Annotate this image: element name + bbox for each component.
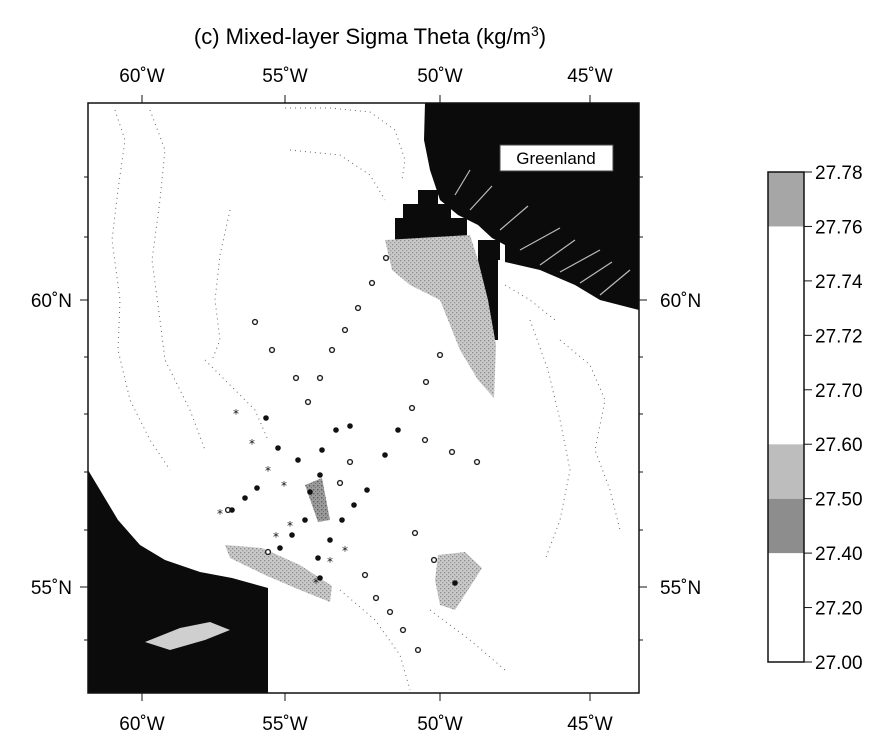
lon-label-top-0: 60˚W <box>119 66 164 87</box>
svg-text:*: * <box>233 407 239 421</box>
station-filled-dots <box>229 415 458 586</box>
colorbar-bin <box>768 280 804 336</box>
bottom-ticks <box>141 693 591 701</box>
colorbar-bin <box>768 498 804 554</box>
svg-text:*: * <box>313 576 319 590</box>
colorbar-label: 27.20 <box>815 599 863 620</box>
lon-label-bottom-0: 60˚W <box>119 714 164 735</box>
svg-text:*: * <box>249 437 255 451</box>
map-panel: * * * * * * * * * * Greenland <box>31 66 701 735</box>
top-ticks <box>141 95 591 103</box>
colorbar-frame <box>767 171 805 663</box>
svg-text:*: * <box>281 479 287 493</box>
map-frame <box>87 102 640 694</box>
shelf-stipple-south <box>435 552 482 610</box>
lon-label-bottom-3: 45˚W <box>567 714 612 735</box>
labrador-land <box>88 470 268 693</box>
colorbar-label: 27.00 <box>815 653 863 674</box>
lon-label-top-3: 45˚W <box>567 66 612 87</box>
shelf-stipple-greenland <box>385 235 496 398</box>
colorbar-bin <box>768 444 804 499</box>
colorbar-label: 27.40 <box>815 544 863 565</box>
shelf-stipple-labrador <box>225 545 332 602</box>
svg-text:*: * <box>273 530 279 544</box>
right-ticks <box>639 176 647 641</box>
colorbar-label: 27.70 <box>815 381 863 402</box>
greenland-label-box <box>499 144 614 172</box>
colorbar-label: 27.78 <box>815 163 863 184</box>
colorbar-label: 27.74 <box>815 272 863 293</box>
colorbar-bin <box>768 607 804 662</box>
lake <box>145 622 230 650</box>
coastline-texture <box>454 169 631 296</box>
lon-label-bottom-2: 50˚W <box>417 714 462 735</box>
svg-text:*: * <box>287 519 293 533</box>
bathymetry-contours <box>111 107 621 691</box>
colorbar-bin <box>768 389 804 445</box>
svg-text:*: * <box>342 544 348 558</box>
colorbar-label: 27.50 <box>815 490 863 511</box>
left-ticks <box>80 176 88 641</box>
colorbar-label: 27.72 <box>815 326 863 347</box>
svg-text:*: * <box>217 507 223 521</box>
lon-label-top-1: 55˚W <box>262 66 307 87</box>
station-stars: * * * * * * * * * * <box>217 407 348 590</box>
lat-label-right-0: 60˚N <box>660 291 701 312</box>
colorbar: 27.00 27.20 27.40 27.50 27.60 27.70 27.72 27.74… <box>767 163 863 674</box>
colorbar-label: 27.76 <box>815 217 863 238</box>
station-open-circles <box>224 254 481 654</box>
lat-label-left-0: 60˚N <box>31 291 72 312</box>
colorbar-label: 27.60 <box>815 435 863 456</box>
lat-label-left-1: 55˚N <box>31 578 72 599</box>
shelf-stipple-mid <box>305 478 330 522</box>
colorbar-bin <box>768 172 804 227</box>
svg-text:*: * <box>327 555 333 569</box>
greenland-label: Greenland <box>516 149 595 168</box>
map-title: (c) Mixed-layer Sigma Theta (kg/m3) <box>194 23 546 49</box>
svg-text:*: * <box>265 464 271 478</box>
lon-label-bottom-1: 55˚W <box>262 714 307 735</box>
colorbar-bin <box>768 553 804 608</box>
colorbar-bin <box>768 226 804 281</box>
lat-label-right-1: 55˚N <box>660 578 701 599</box>
colorbar-bins <box>768 172 804 662</box>
colorbar-bin <box>768 335 804 390</box>
lon-label-top-2: 50˚W <box>417 66 462 87</box>
colorbar-ticks: 27.00 27.20 27.40 27.50 27.60 27.70 27.72 27.74… <box>804 163 863 674</box>
